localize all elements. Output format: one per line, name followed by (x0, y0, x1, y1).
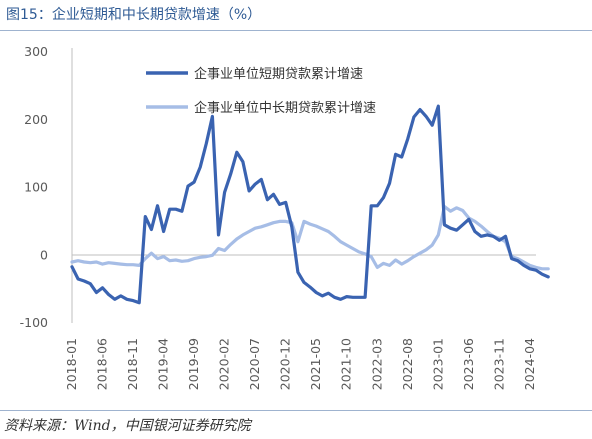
figure-title: 图15：企业短期和中长期贷款增速（%） (6, 7, 262, 23)
x-tick-label: 2019-04 (156, 338, 171, 390)
short-term-series-line (70, 104, 550, 305)
x-tick-label: 2020-02 (217, 338, 232, 390)
x-tick-label: 2024-04 (522, 338, 537, 390)
series-short-term (70, 104, 550, 305)
x-tick-label: 2022-08 (400, 338, 415, 390)
y-tick-label: 300 (24, 44, 48, 59)
source-note: 资料来源：Wind，中国银河证券研究院 (4, 418, 251, 434)
x-tick-label: 2018-11 (125, 338, 140, 390)
y-tick-label: 100 (24, 180, 48, 195)
title-divider (0, 30, 592, 31)
x-tick-label: 2022-03 (369, 338, 384, 390)
x-tick-label: 2020-07 (247, 338, 262, 390)
x-tick-label: 2023-01 (430, 338, 445, 390)
y-tick-label: -100 (20, 315, 48, 330)
x-tick-label: 2020-12 (278, 338, 293, 390)
x-tick-label: 2021-10 (339, 338, 354, 390)
x-tick-label: 2023-06 (461, 338, 476, 390)
x-tick-label: 2021-05 (308, 338, 323, 390)
x-tick-label: 2018-01 (64, 338, 79, 390)
legend-short-term-label: 企事业单位短期贷款累计增速 (194, 66, 363, 82)
x-tick-label: 2019-09 (186, 338, 201, 390)
y-tick-label: 200 (24, 112, 48, 127)
chart-axes: 300 200 100 0 -100 2018-01 2018-06 2018-11 2019-… (20, 44, 537, 390)
legend-long-term-label: 企事业单位中长期贷款累计增速 (194, 100, 376, 116)
y-tick-label: 0 (40, 247, 48, 262)
x-tick-label: 2018-06 (95, 338, 110, 390)
x-tick-label: 2023-11 (491, 338, 506, 390)
source-divider (0, 410, 592, 411)
